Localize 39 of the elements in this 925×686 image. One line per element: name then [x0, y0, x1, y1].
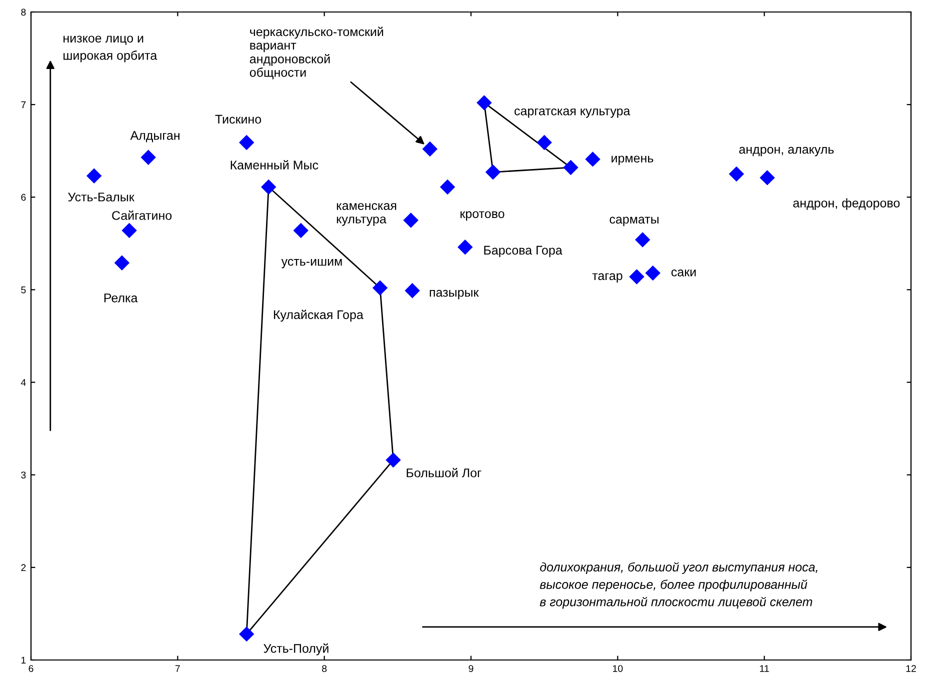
annotation: саки [671, 270, 696, 276]
x-tick-label: 10 [613, 665, 623, 672]
annotation: долихокрания, большой угол выступания носа, высокое переносье, более профилированный в горизонтальной плоскости лицевой скелет [540, 562, 818, 609]
y-tick-label: 4 [20, 379, 26, 386]
annotation: низкое лицо и широкая орбита [64, 36, 158, 62]
annotation: андрон, федорово [793, 198, 900, 210]
y-tick-label: 6 [21, 194, 26, 201]
annotation: усть-ишим [281, 258, 342, 268]
annotation: андрон, алакуль [739, 146, 834, 156]
y-tick-label: 1 [21, 656, 26, 664]
y-tick-label: 8 [21, 8, 26, 16]
y-tick-label: 7 [21, 101, 26, 108]
annotation: Каменный Мыс [230, 160, 318, 170]
x-tick-label: 9 [468, 665, 474, 672]
annotation: кротово [460, 211, 504, 221]
x-tick-label: 11 [760, 665, 769, 672]
annotation: тагар [592, 273, 622, 283]
annotation: сарматы [610, 216, 658, 226]
annotation: Сайгатино [112, 210, 172, 220]
y-tick-label: 5 [21, 286, 26, 294]
x-tick-label: 8 [322, 665, 327, 672]
x-tick-label: 12 [906, 665, 916, 672]
annotation: Алдыган [130, 131, 180, 142]
x-tick-label: 7 [175, 665, 180, 672]
y-tick-label: 2 [21, 564, 26, 571]
annotation: пазырык [430, 290, 479, 300]
annotation: Усть-Балык [68, 192, 134, 202]
annotation: каменская культура [336, 203, 396, 226]
annotation: Барсова Гора [484, 246, 562, 258]
annotation: ирмень [612, 156, 654, 166]
x-tick-label: 6 [28, 665, 34, 672]
annotation: Тискино [215, 114, 262, 124]
y-tick-label: 3 [21, 472, 26, 478]
annotation: Усть-Полуй [264, 643, 328, 656]
annotation: черкаскульско-томский вариант андроновской общности [250, 26, 384, 80]
annotation: Кулайская Гора [274, 310, 364, 322]
annotation: Релка [104, 294, 138, 302]
annotation: Большой Лог [406, 468, 482, 478]
annotation: саргатская культура [514, 108, 630, 118]
